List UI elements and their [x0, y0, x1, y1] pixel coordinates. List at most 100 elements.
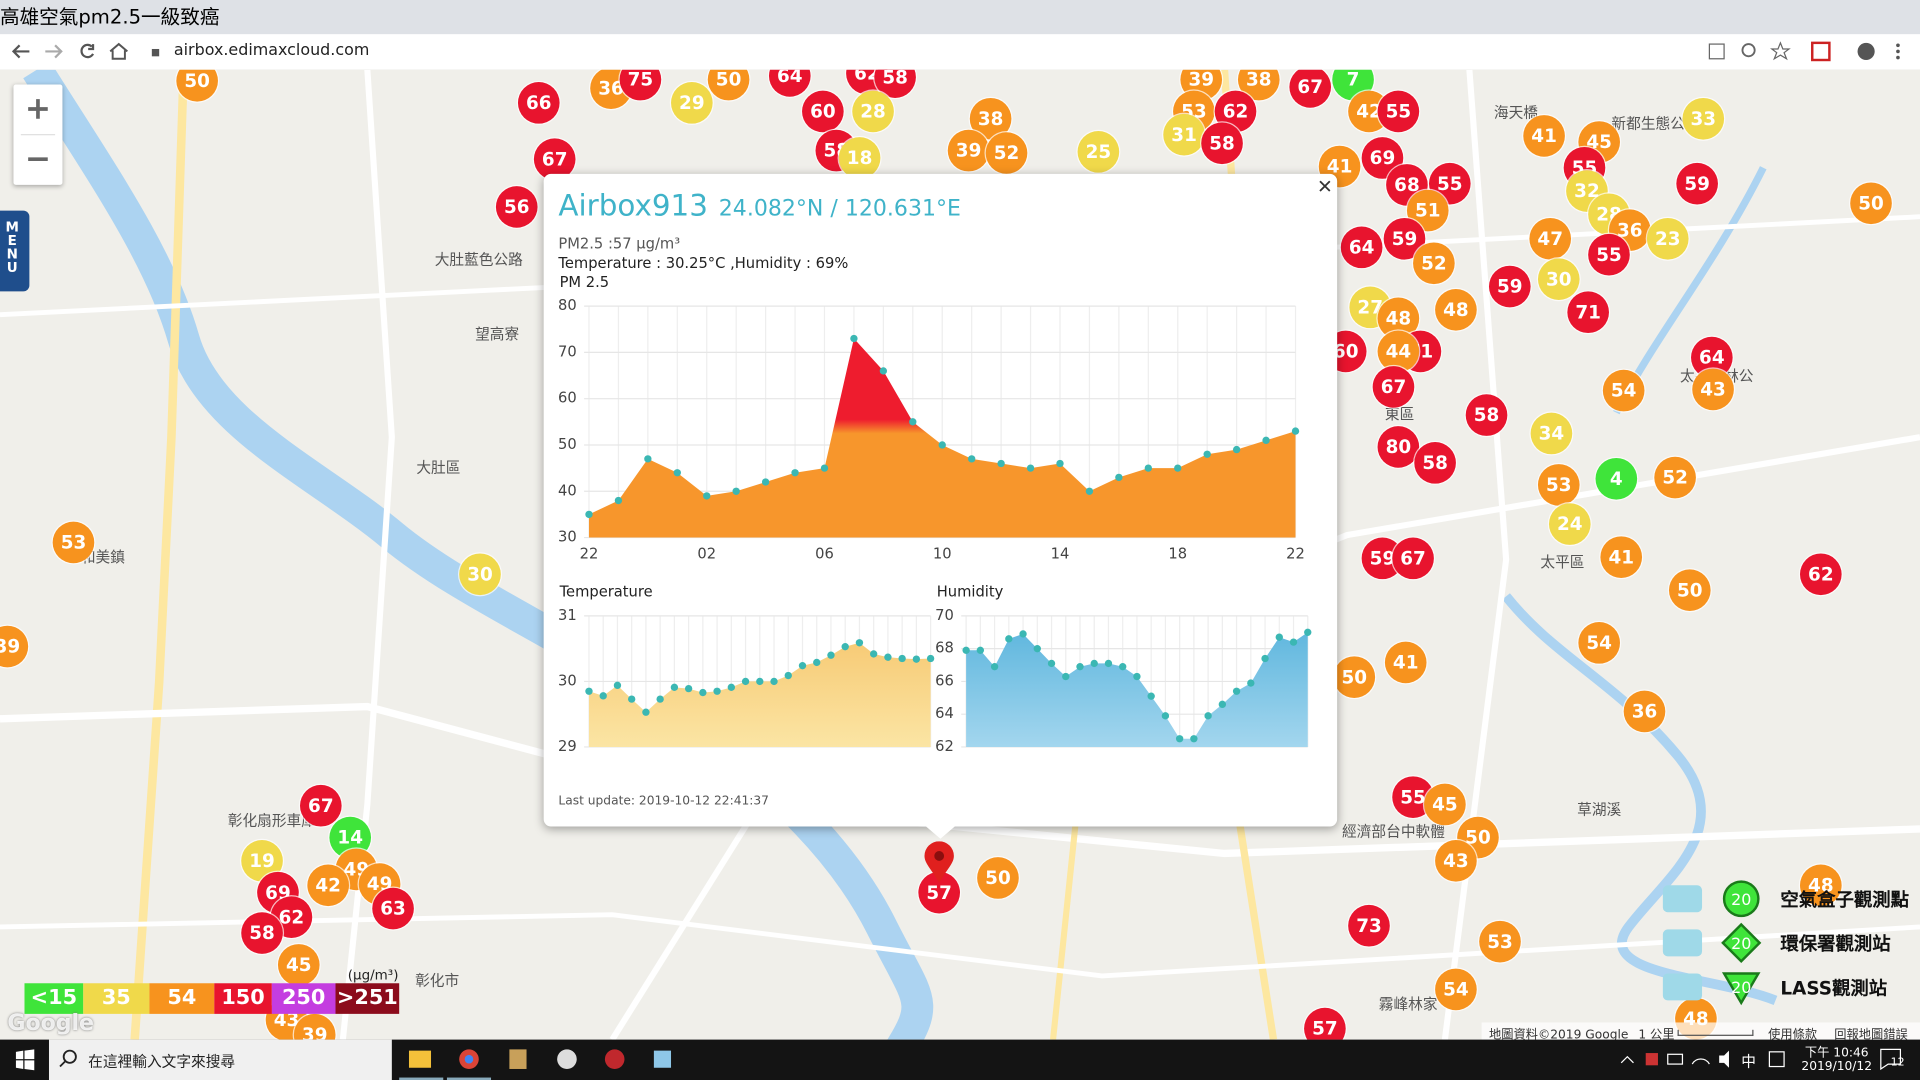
station-marker[interactable]: 41 [1384, 641, 1427, 684]
report[interactable]: 回報地圖錯誤 [1834, 1028, 1908, 1040]
station-marker[interactable]: 67 [1372, 366, 1415, 408]
station-marker[interactable]: 50 [1850, 182, 1892, 225]
station-marker[interactable]: 55 [1377, 90, 1420, 133]
notification-icon[interactable] [1878, 1047, 1905, 1071]
station-marker[interactable]: 50 [1457, 816, 1499, 859]
station-marker[interactable]: 57 [1304, 1007, 1346, 1040]
point [673, 469, 681, 477]
notification-count[interactable]: 12 [1890, 1056, 1905, 1069]
station-marker[interactable]: 4 [1595, 457, 1638, 500]
station-marker[interactable]: 52 [985, 132, 1028, 174]
station-marker[interactable]: 67 [1392, 537, 1434, 580]
station-marker[interactable]: 41 [1523, 115, 1565, 157]
station-marker[interactable]: 59 [1488, 265, 1531, 308]
station-marker[interactable]: 36 [1623, 690, 1666, 733]
station-marker[interactable]: 58 [241, 912, 283, 954]
station-marker[interactable]: 42 [307, 864, 349, 907]
toolbar-icons[interactable] [1702, 34, 1920, 70]
station-marker[interactable]: 58 [1201, 122, 1243, 165]
station-marker[interactable]: 50 [1668, 569, 1711, 612]
tab-strip: 高雄空氣pm2.5一級致癌物又襲×新式蓄放原型機登場 首度曝光×首頁 | 交通部… [0, 0, 1920, 236]
station-marker[interactable]: 41 [1600, 536, 1643, 578]
point [1005, 635, 1013, 643]
ime-icon[interactable] [1768, 1051, 1785, 1068]
station-marker[interactable]: 80 [1377, 426, 1420, 468]
station-marker[interactable]: 48 [1800, 864, 1842, 907]
station-marker[interactable]: 39 [947, 129, 990, 172]
station-marker[interactable]: 67 [1289, 69, 1332, 108]
station-marker[interactable]: 33 [1682, 97, 1725, 140]
legend-item: 150 [214, 983, 272, 1014]
station-marker[interactable]: 29 [671, 82, 713, 124]
station-marker[interactable]: 50 [1333, 656, 1376, 698]
station-marker[interactable]: 67 [533, 138, 576, 181]
station-marker[interactable]: 59 [1676, 162, 1718, 205]
station-marker[interactable]: 31 [1163, 113, 1205, 156]
station-marker[interactable]: 54 [1435, 968, 1477, 1011]
station-marker[interactable]: 38 [1237, 69, 1280, 101]
station-marker[interactable]: 23 [1646, 217, 1689, 260]
station-marker[interactable]: 45 [277, 944, 320, 986]
station-marker[interactable]: 58 [1414, 442, 1456, 484]
station-marker[interactable]: 64 [768, 69, 811, 97]
clock-date[interactable]: 2019/10/12 [1801, 1060, 1873, 1074]
station-marker[interactable]: 53 [1537, 464, 1580, 506]
station-marker[interactable]: 62 [1214, 90, 1257, 133]
clock-time[interactable]: 下午 10:46 [1804, 1046, 1869, 1061]
station-marker[interactable]: 73 [1348, 904, 1390, 947]
station-marker[interactable]: 57 [918, 871, 961, 914]
station-marker[interactable]: 53 [52, 521, 95, 564]
zoom-icons[interactable] [13, 84, 62, 184]
station-marker[interactable]: 64 [1340, 226, 1383, 269]
start-button[interactable] [0, 1040, 49, 1080]
station-marker[interactable]: 50 [977, 857, 1019, 899]
station-marker[interactable]: 18 [838, 137, 881, 179]
station-marker[interactable]: 66 [517, 82, 560, 124]
station-marker[interactable]: 55 [1588, 233, 1630, 276]
station-marker[interactable]: 58 [1465, 394, 1508, 436]
selected-pin[interactable] [921, 841, 958, 885]
station-marker[interactable]: 48 [1435, 288, 1477, 331]
tray-icons[interactable] [1614, 1040, 1736, 1080]
station-marker[interactable]: 47 [1529, 217, 1572, 260]
station-marker[interactable]: 67 [300, 784, 342, 827]
area [588, 338, 1296, 538]
station-marker[interactable]: 54 [1578, 622, 1621, 664]
station-marker[interactable]: 24 [1548, 503, 1591, 545]
station-marker[interactable]: 43 [1435, 840, 1477, 882]
station-marker[interactable]: 68 [1386, 164, 1428, 206]
taskbar-apps[interactable] [397, 1040, 691, 1080]
station-marker[interactable]: 28 [852, 90, 894, 133]
menu-tab[interactable]: MENU [0, 210, 30, 292]
station-marker[interactable]: 25 [1077, 131, 1120, 173]
station-marker[interactable]: 52 [1654, 456, 1696, 499]
station-marker[interactable]: 39 [293, 1013, 336, 1040]
zoom-control[interactable] [13, 84, 63, 185]
station-marker[interactable]: 30 [1537, 258, 1580, 301]
point [813, 658, 821, 667]
point [1144, 464, 1152, 472]
station-marker[interactable]: 63 [372, 887, 414, 930]
close-button[interactable] [1315, 176, 1335, 196]
station-marker[interactable]: 34 [1530, 412, 1573, 455]
terms[interactable]: 使用條款 [1768, 1028, 1818, 1040]
station-marker[interactable]: 52 [1413, 242, 1455, 285]
search-box[interactable]: 在這裡輸入文字來搜尋 [48, 1039, 392, 1080]
station-marker[interactable]: 62 [1800, 553, 1842, 596]
station-marker[interactable]: 44 [1377, 330, 1420, 373]
ime[interactable]: 中 [1741, 1053, 1756, 1071]
x-tick-label: 18 [1168, 546, 1187, 563]
station-marker[interactable]: 32 [1566, 170, 1608, 212]
place-label: 彰化市 [415, 972, 460, 990]
station-marker[interactable]: 43 [1692, 368, 1734, 411]
station-marker[interactable]: 45 [1424, 783, 1466, 826]
url[interactable]: airbox.edimaxcloud.com [173, 41, 370, 61]
nav-buttons[interactable] [0, 34, 160, 70]
station-marker[interactable]: 30 [459, 553, 501, 596]
station-marker[interactable]: 50 [176, 69, 218, 102]
station-marker[interactable]: 60 [802, 90, 844, 133]
station-marker[interactable]: 54 [1602, 369, 1645, 412]
station-marker[interactable]: 56 [495, 186, 538, 228]
station-marker[interactable]: 53 [1479, 920, 1521, 963]
station-marker[interactable]: 71 [1567, 291, 1609, 334]
